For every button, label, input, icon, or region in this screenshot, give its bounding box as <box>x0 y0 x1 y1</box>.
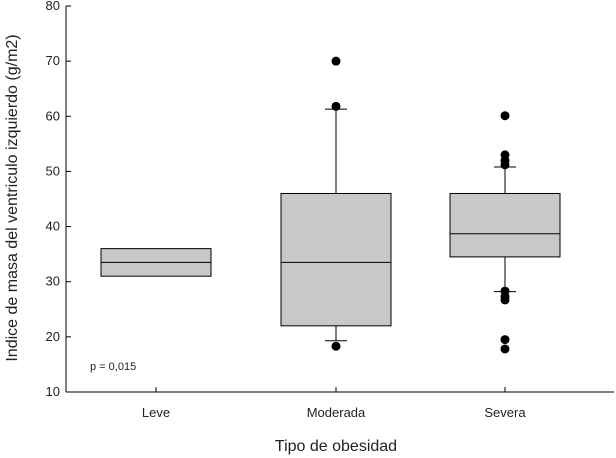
box <box>280 192 392 327</box>
y-tick-label: 20 <box>46 329 60 344</box>
y-tick-label: 70 <box>46 53 60 68</box>
box-series <box>100 56 561 354</box>
outlier-point <box>331 101 341 111</box>
x-tick-label: Leve <box>142 405 170 420</box>
outlier-point <box>331 56 341 66</box>
box-group-leve <box>100 248 212 277</box>
outlier-point <box>500 335 510 345</box>
y-tick-label: 50 <box>46 163 60 178</box>
box <box>449 192 561 258</box>
box-group-moderada <box>280 56 392 351</box>
y-tick-label: 40 <box>46 219 60 234</box>
outlier-point <box>500 344 510 354</box>
y-tick-label: 30 <box>46 274 60 289</box>
outlier-point <box>331 341 341 351</box>
y-tick-label: 10 <box>46 384 60 399</box>
y-tick-label: 80 <box>46 0 60 13</box>
outlier-point <box>500 111 510 121</box>
p-value-annotation: p = 0,015 <box>90 361 136 373</box>
x-tick-label: Moderada <box>307 405 366 420</box>
axes: 10 20 30 40 50 60 70 80 Leve Moderada Severa <box>46 0 614 420</box>
outlier-point <box>500 295 510 305</box>
outlier-point <box>500 160 510 170</box>
x-axis-title: Tipo de obesidad <box>275 438 397 455</box>
y-tick-label: 60 <box>46 108 60 123</box>
x-tick-label: Severa <box>484 405 526 420</box>
y-axis-title: Indice de masa del ventriculo izquierdo … <box>4 34 21 361</box>
box-group-severa <box>449 111 561 354</box>
